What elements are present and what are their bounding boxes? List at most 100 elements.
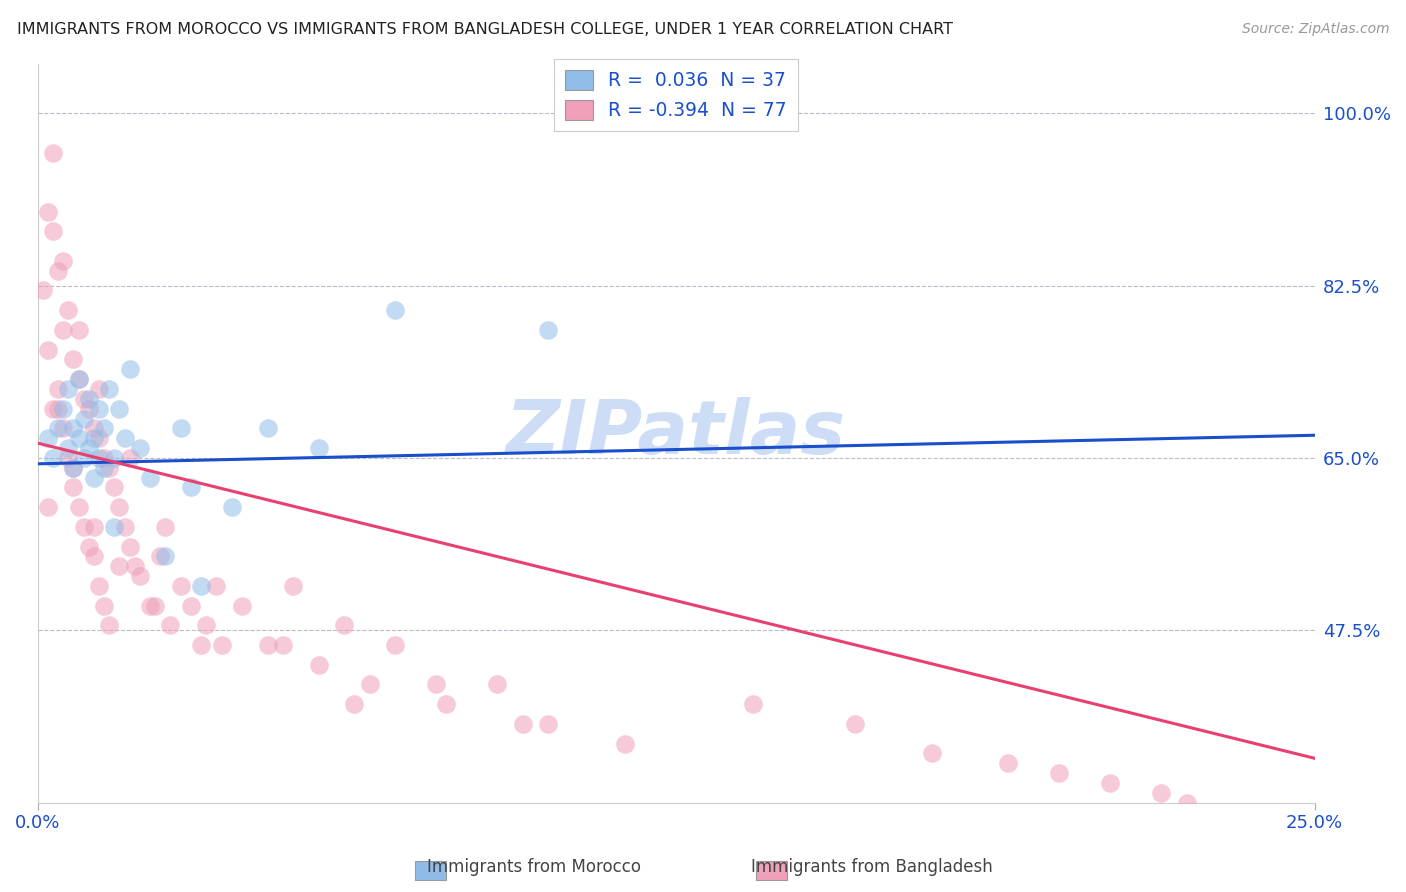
Point — [205, 579, 228, 593]
Text: Source: ZipAtlas.com: Source: ZipAtlas.com — [1241, 22, 1389, 37]
Point — [46, 264, 69, 278]
Point — [359, 677, 381, 691]
Point — [77, 540, 100, 554]
Point — [143, 599, 166, 613]
Point — [741, 697, 763, 711]
Point — [52, 401, 75, 416]
Point — [67, 431, 90, 445]
Point — [98, 382, 121, 396]
Point — [124, 559, 146, 574]
Point — [67, 323, 90, 337]
Point — [512, 716, 534, 731]
Point — [42, 450, 65, 465]
Point — [128, 441, 150, 455]
Point — [537, 323, 560, 337]
Point — [87, 450, 110, 465]
Point — [384, 638, 406, 652]
Point — [87, 579, 110, 593]
Point — [195, 618, 218, 632]
Point — [103, 520, 125, 534]
Point — [52, 421, 75, 435]
Point — [58, 382, 80, 396]
Point — [98, 618, 121, 632]
Point — [271, 638, 294, 652]
Point — [62, 480, 84, 494]
Legend: R =  0.036  N = 37, R = -0.394  N = 77: R = 0.036 N = 37, R = -0.394 N = 77 — [554, 59, 799, 131]
Point — [42, 224, 65, 238]
Point — [83, 470, 105, 484]
Point — [149, 549, 172, 564]
Point — [52, 323, 75, 337]
Point — [114, 520, 136, 534]
Point — [155, 549, 177, 564]
Point — [62, 460, 84, 475]
Point — [67, 372, 90, 386]
Point — [37, 343, 59, 357]
Point — [77, 401, 100, 416]
Point — [256, 421, 278, 435]
Point — [844, 716, 866, 731]
Point — [37, 500, 59, 515]
Point — [1047, 766, 1070, 780]
Point — [93, 599, 115, 613]
Point — [118, 362, 141, 376]
Point — [343, 697, 366, 711]
Text: Immigrants from Bangladesh: Immigrants from Bangladesh — [751, 858, 993, 876]
Point — [103, 450, 125, 465]
Point — [67, 372, 90, 386]
Point — [77, 441, 100, 455]
Point — [46, 421, 69, 435]
Point — [211, 638, 233, 652]
Point — [62, 352, 84, 367]
Point — [128, 569, 150, 583]
Point — [118, 450, 141, 465]
Point — [93, 460, 115, 475]
Point — [118, 540, 141, 554]
Point — [308, 441, 330, 455]
Point — [170, 421, 193, 435]
Point — [190, 638, 212, 652]
Point — [73, 450, 96, 465]
Point — [159, 618, 181, 632]
Point — [231, 599, 253, 613]
Point — [42, 401, 65, 416]
Point — [333, 618, 356, 632]
Point — [614, 737, 637, 751]
Point — [31, 284, 53, 298]
Point — [87, 401, 110, 416]
Text: Immigrants from Morocco: Immigrants from Morocco — [427, 858, 641, 876]
Point — [73, 520, 96, 534]
Point — [93, 421, 115, 435]
Point — [37, 431, 59, 445]
Point — [1099, 776, 1122, 790]
Point — [62, 460, 84, 475]
Point — [139, 470, 162, 484]
Point — [42, 145, 65, 160]
Point — [52, 254, 75, 268]
Point — [83, 549, 105, 564]
Point — [87, 382, 110, 396]
Point — [486, 677, 509, 691]
Point — [221, 500, 243, 515]
Point — [425, 677, 447, 691]
Point — [190, 579, 212, 593]
Point — [77, 392, 100, 406]
Point — [67, 500, 90, 515]
Point — [103, 480, 125, 494]
Point — [256, 638, 278, 652]
Point — [180, 599, 202, 613]
Point — [83, 520, 105, 534]
Point — [997, 756, 1019, 771]
Point — [83, 421, 105, 435]
Point — [308, 657, 330, 672]
Point — [46, 382, 69, 396]
Point — [384, 303, 406, 318]
Text: IMMIGRANTS FROM MOROCCO VS IMMIGRANTS FROM BANGLADESH COLLEGE, UNDER 1 YEAR CORR: IMMIGRANTS FROM MOROCCO VS IMMIGRANTS FR… — [17, 22, 953, 37]
Point — [180, 480, 202, 494]
Point — [1175, 796, 1198, 810]
Text: ZIPatlas: ZIPatlas — [506, 397, 846, 470]
Point — [73, 411, 96, 425]
Point — [46, 401, 69, 416]
Point — [73, 392, 96, 406]
Point — [58, 303, 80, 318]
